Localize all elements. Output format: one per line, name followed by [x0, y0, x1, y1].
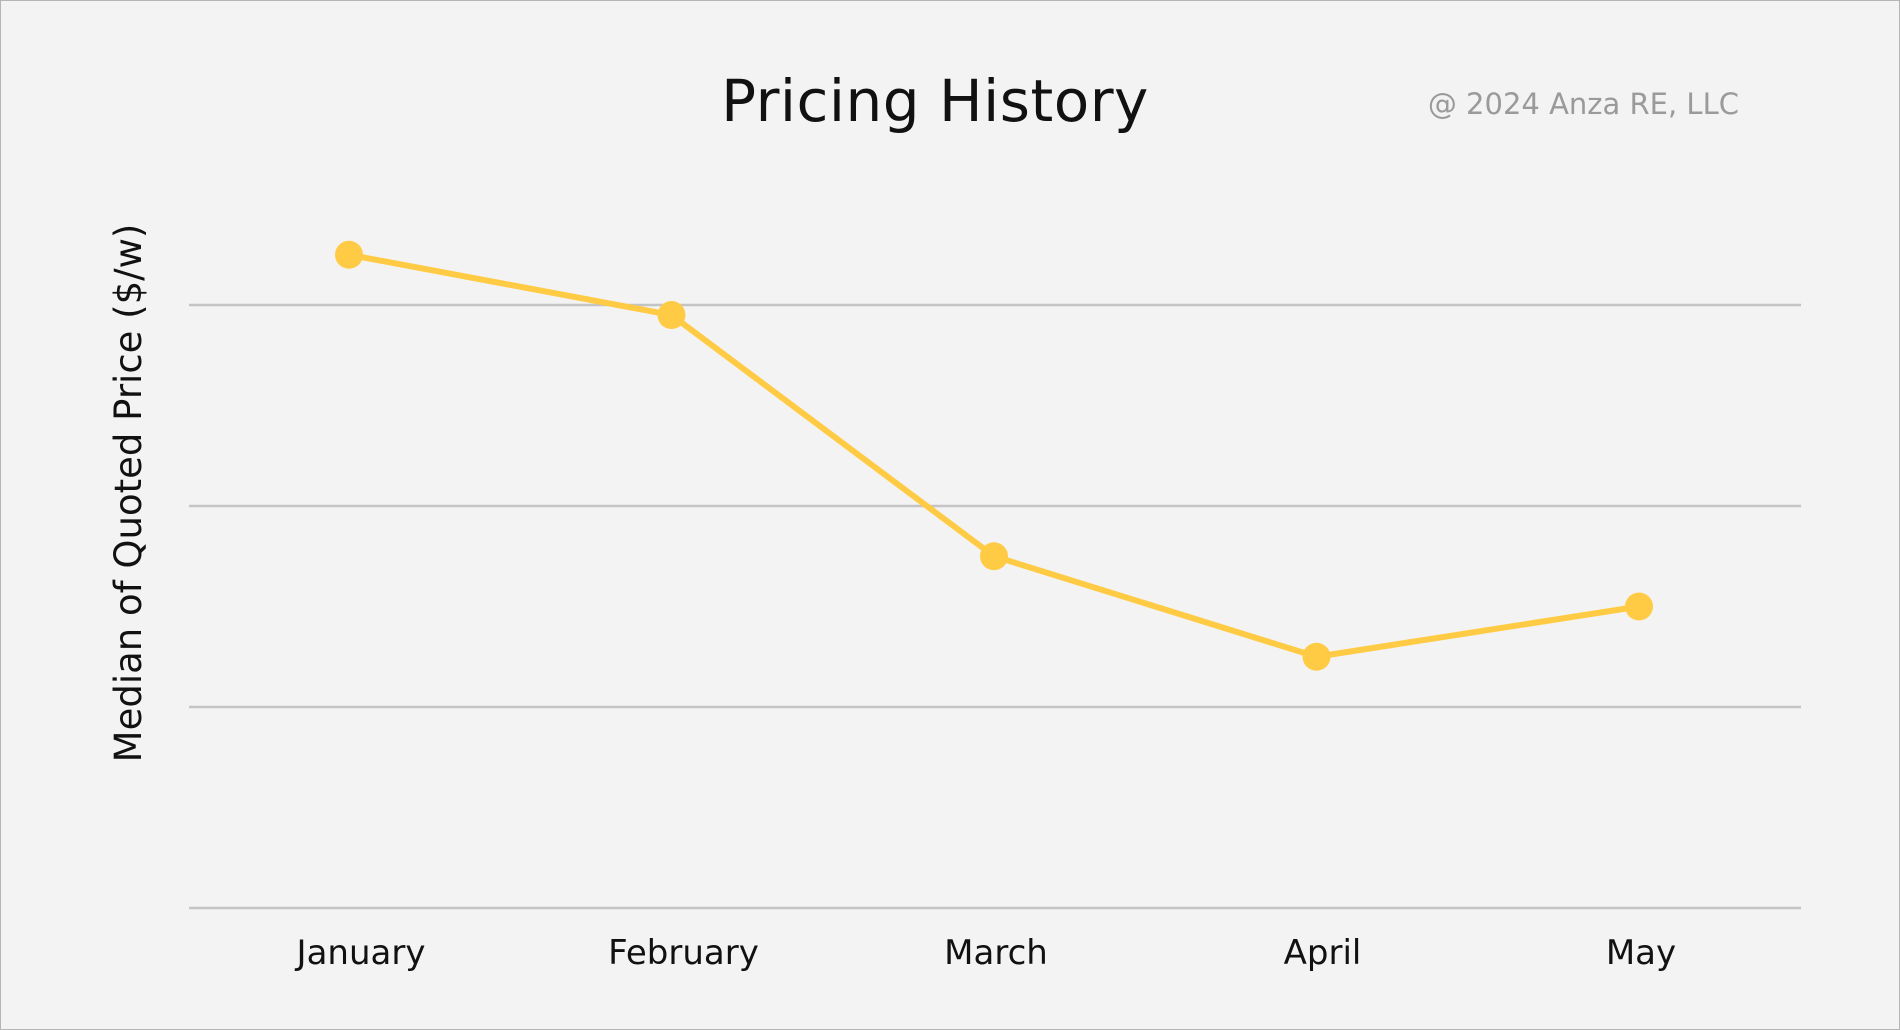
- chart-title: Pricing History: [721, 67, 1149, 135]
- x-axis-ticks: January February March April May: [295, 933, 1677, 973]
- x-tick-label: January: [295, 933, 426, 973]
- data-point[interactable]: [335, 240, 363, 269]
- series-points: [335, 240, 1653, 671]
- data-point[interactable]: [1302, 642, 1331, 671]
- gridlines: [189, 303, 1801, 910]
- series-line-0: [346, 251, 1642, 660]
- data-point[interactable]: [1625, 592, 1653, 621]
- x-tick-label: April: [1284, 933, 1362, 973]
- y-axis-label: Median of Quoted Price ($/w): [107, 224, 150, 763]
- x-tick-label: February: [608, 933, 759, 973]
- x-tick-label: May: [1606, 933, 1676, 973]
- data-point[interactable]: [657, 301, 686, 330]
- data-point[interactable]: [980, 542, 1008, 571]
- x-tick-label: March: [944, 933, 1048, 973]
- copyright-watermark: @ 2024 Anza RE, LLC: [1427, 87, 1739, 121]
- series-line: [346, 251, 1642, 660]
